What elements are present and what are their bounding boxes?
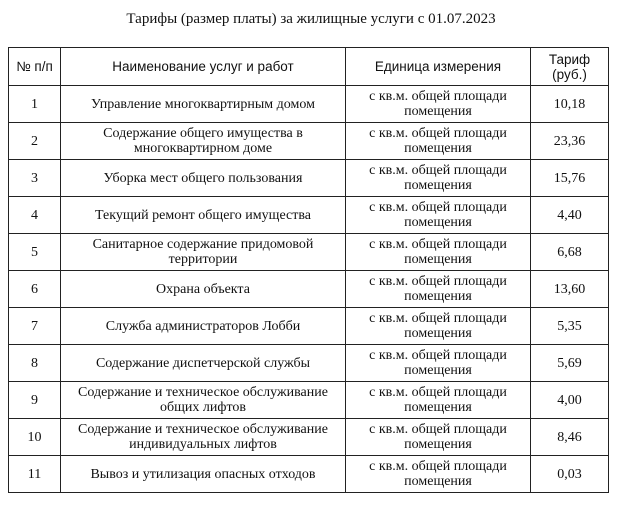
row-number: 5 — [8, 233, 61, 271]
service-name: Содержание и техническое обслуживание об… — [60, 381, 346, 419]
header-cell: № п/п — [8, 47, 61, 86]
row-number: 2 — [8, 122, 61, 160]
service-name: Служба администраторов Лобби — [60, 307, 346, 345]
service-name: Текущий ремонт общего имущества — [60, 196, 346, 234]
tariff: 10,18 — [530, 85, 609, 123]
row-number: 1 — [8, 85, 61, 123]
tariff: 13,60 — [530, 270, 609, 308]
unit: с кв.м. общей площади помещения — [345, 159, 531, 197]
row-number: 9 — [8, 381, 61, 419]
tariff: 15,76 — [530, 159, 609, 197]
table-row: 3 Уборка мест общего пользования с кв.м. о… — [8, 159, 609, 197]
table-row: 10 Содержание и техническое обслуживание … — [8, 418, 609, 456]
row-number: 6 — [8, 270, 61, 308]
row-number: 3 — [8, 159, 61, 197]
unit: с кв.м. общей площади помещения — [345, 307, 531, 345]
header-cell: Единица измерения — [345, 47, 531, 86]
header-cell: Тариф (руб.) — [530, 47, 609, 86]
unit: с кв.м. общей площади помещения — [345, 455, 531, 493]
table-row: 5 Санитарное содержание придомовой террит… — [8, 233, 609, 271]
title: Тарифы (размер платы) за жилищные услуги… — [126, 11, 496, 27]
tariff: 5,35 — [530, 307, 609, 345]
service-name: Управление многоквартирным домом — [60, 85, 346, 123]
tariff-table: № п/п Наименование услуг и работ Единица и… — [8, 47, 609, 493]
row-number: 11 — [8, 455, 61, 493]
tariff: 23,36 — [530, 122, 609, 160]
service-name: Вывоз и утилизация опасных отходов — [60, 455, 346, 493]
row-number: 7 — [8, 307, 61, 345]
table-row: 1 Управление многоквартирным домом с кв.м.… — [8, 85, 609, 123]
service-name: Содержание диспетчерской службы — [60, 344, 346, 382]
header-cell: Наименование услуг и работ — [60, 47, 346, 86]
unit: с кв.м. общей площади помещения — [345, 270, 531, 308]
unit: с кв.м. общей площади помещения — [345, 196, 531, 234]
unit: с кв.м. общей площади помещения — [345, 233, 531, 271]
tariff: 4,00 — [530, 381, 609, 419]
tariff: 6,68 — [530, 233, 609, 271]
row-number: 10 — [8, 418, 61, 456]
unit: с кв.м. общей площади помещения — [345, 418, 531, 456]
header-row: № п/п Наименование услуг и работ Единица и… — [8, 47, 609, 86]
service-name: Санитарное содержание придомовой террито… — [60, 233, 346, 271]
unit: с кв.м. общей площади помещения — [345, 344, 531, 382]
tariff: 4,40 — [530, 196, 609, 234]
tariff: 5,69 — [530, 344, 609, 382]
table-row: 2 Содержание общего имущества в многоквар… — [8, 122, 609, 160]
tariff: 8,46 — [530, 418, 609, 456]
service-name: Содержание и техническое обслуживание ин… — [60, 418, 346, 456]
table-row: 11 Вывоз и утилизация опасных отходов с кв… — [8, 455, 609, 493]
service-name: Содержание общего имущества в многокварт… — [60, 122, 346, 160]
tariff: 0,03 — [530, 455, 609, 493]
row-number: 4 — [8, 196, 61, 234]
table-row: 4 Текущий ремонт общего имущества с кв.м. … — [8, 196, 609, 234]
table-body: 1 Управление многоквартирным домом с кв.м.… — [8, 85, 609, 493]
service-name: Уборка мест общего пользования — [60, 159, 346, 197]
table-row: 6 Охрана объекта с кв.м. общей площади пом… — [8, 270, 609, 308]
table-row: 7 Служба администраторов Лобби с кв.м. общ… — [8, 307, 609, 345]
service-name: Охрана объекта — [60, 270, 346, 308]
table-row: 9 Содержание и техническое обслуживание о… — [8, 381, 609, 419]
row-number: 8 — [8, 344, 61, 382]
unit: с кв.м. общей площади помещения — [345, 85, 531, 123]
table-row: 8 Содержание диспетчерской службы с кв.м. … — [8, 344, 609, 382]
unit: с кв.м. общей площади помещения — [345, 381, 531, 419]
unit: с кв.м. общей площади помещения — [345, 122, 531, 160]
